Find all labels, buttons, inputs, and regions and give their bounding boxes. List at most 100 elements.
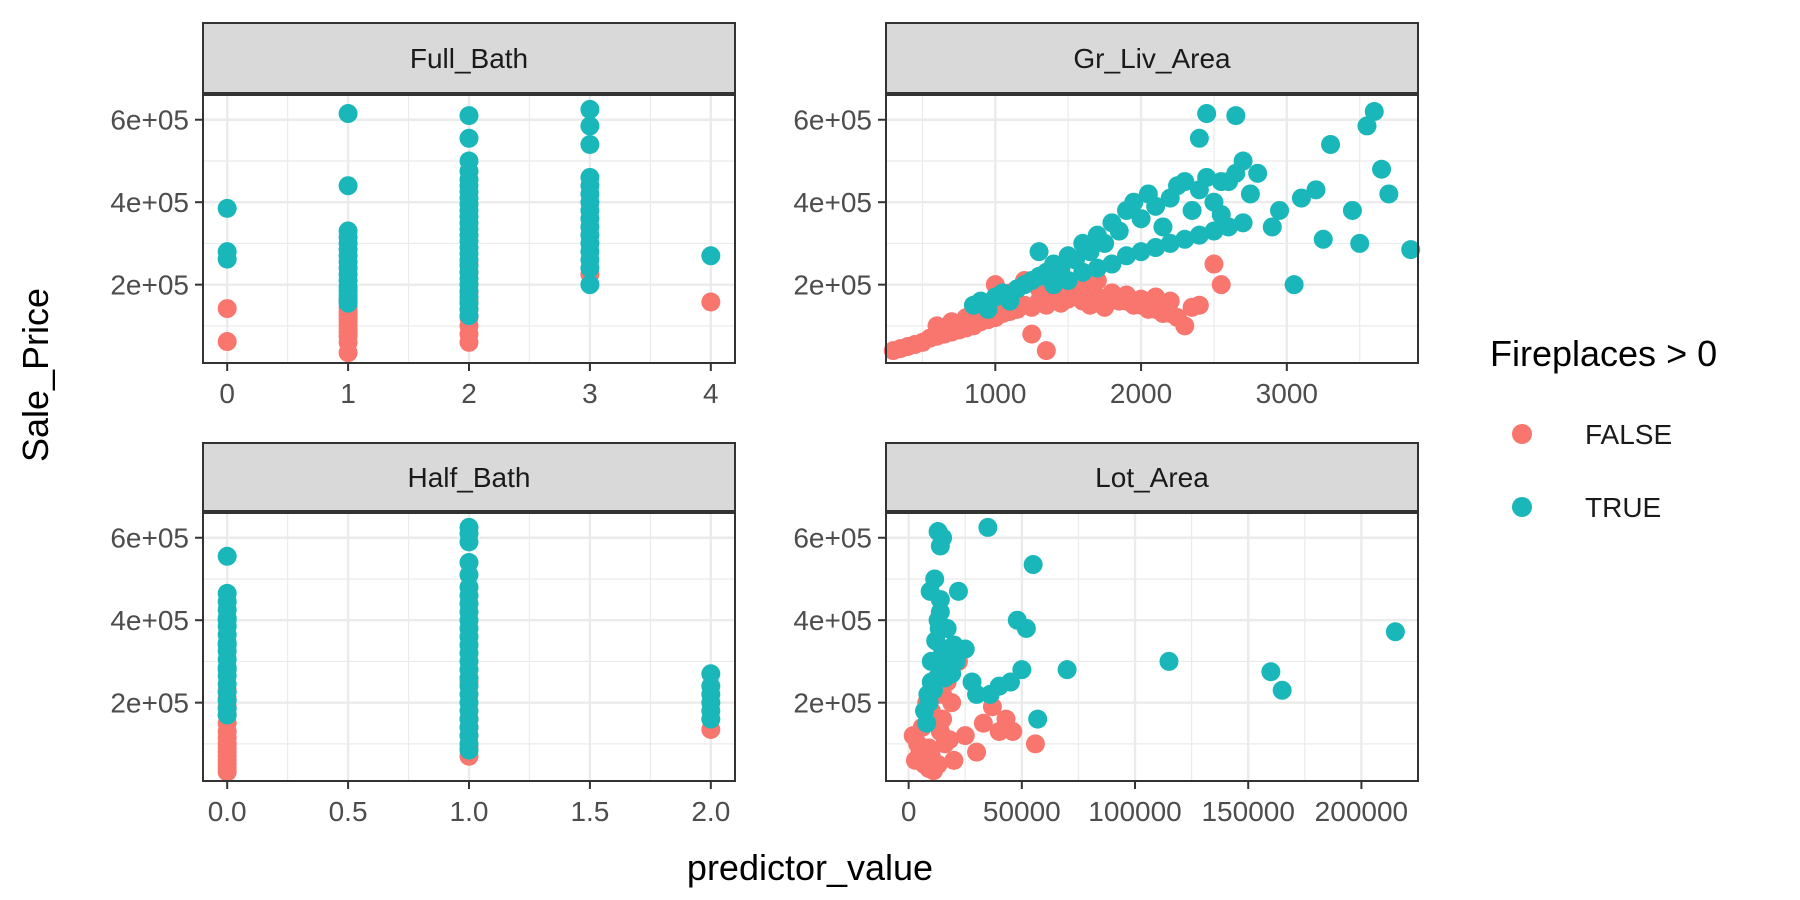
data-point-false	[1146, 299, 1166, 319]
data-point-true	[1159, 651, 1179, 671]
data-point-false	[1022, 324, 1042, 344]
data-point-true	[967, 684, 987, 704]
data-point-true	[701, 246, 721, 266]
legend-label-true: TRUE	[1585, 492, 1661, 523]
data-point-true	[1044, 275, 1064, 295]
x-tick-label: 150000	[1201, 796, 1294, 827]
data-point-true	[1012, 660, 1032, 680]
data-point-true	[1023, 555, 1043, 575]
data-point-false	[701, 292, 721, 312]
data-point-true	[1248, 163, 1268, 183]
data-point-true	[1189, 225, 1209, 245]
data-point-true	[1226, 106, 1246, 126]
data-point-true	[1204, 221, 1224, 241]
y-tick-label: 4e+05	[110, 187, 189, 218]
data-point-true	[338, 104, 358, 124]
data-point-false	[927, 316, 947, 336]
data-point-false	[1116, 291, 1136, 311]
data-point-false	[1204, 254, 1224, 274]
data-point-true	[1080, 242, 1100, 262]
data-point-true	[1028, 709, 1048, 729]
data-point-true	[930, 536, 950, 556]
data-point-true	[1357, 116, 1377, 136]
data-point-false	[955, 726, 975, 746]
data-point-true	[217, 198, 237, 218]
facet-strip	[885, 22, 1419, 94]
data-point-false	[973, 713, 993, 733]
data-point-true	[929, 618, 949, 638]
x-tick-label: 0	[219, 378, 235, 409]
data-point-true	[978, 517, 998, 537]
legend-title: Fireplaces > 0	[1490, 333, 1717, 374]
data-point-true	[1233, 151, 1253, 171]
data-point-false	[1211, 275, 1231, 295]
data-point-false	[217, 299, 237, 319]
facet-panel: Gr_Liv_Area 2e+05 4e+05 6e+05 1000 2000 3000	[793, 22, 1421, 409]
data-point-true	[1001, 672, 1021, 692]
data-point-true	[1124, 192, 1144, 212]
data-point-true	[580, 275, 600, 295]
data-point-true	[1284, 275, 1304, 295]
facet-panel: Lot_Area 2e+05 4e+05 6e+05 0 50000 100000 15000…	[793, 442, 1419, 827]
data-point-true	[1372, 159, 1392, 179]
data-point-true	[1197, 104, 1217, 124]
data-point-true	[1057, 660, 1077, 680]
data-point-true	[1385, 622, 1405, 642]
x-tick-label: 0.0	[208, 796, 247, 827]
data-point-true	[1109, 221, 1129, 241]
data-point-true	[1379, 184, 1399, 204]
legend-key-false	[1512, 424, 1532, 444]
legend: Fireplaces > 0 FALSE TRUE	[1490, 333, 1717, 523]
facet-strip-label: Full_Bath	[410, 43, 528, 74]
data-point-true	[1095, 233, 1115, 253]
data-point-true	[1219, 217, 1239, 237]
data-point-true	[1306, 180, 1326, 200]
x-tick-label: 1000	[964, 378, 1026, 409]
data-point-true	[1313, 229, 1333, 249]
data-point-true	[580, 134, 600, 154]
x-tick-label: 2000	[1110, 378, 1172, 409]
data-points	[883, 101, 1421, 361]
data-point-true	[217, 705, 237, 725]
data-point-true	[459, 128, 479, 148]
y-tick-label: 6e+05	[110, 105, 189, 136]
data-point-false	[1175, 316, 1195, 336]
data-point-true	[580, 258, 600, 278]
data-points	[217, 99, 721, 363]
facet-strip-label: Gr_Liv_Area	[1073, 43, 1231, 74]
data-point-true	[1146, 238, 1166, 258]
data-points	[903, 517, 1405, 781]
data-point-true	[1240, 184, 1260, 204]
data-point-true	[1016, 618, 1036, 638]
data-point-true	[1131, 209, 1151, 229]
data-point-true	[1146, 196, 1166, 216]
data-point-true	[580, 116, 600, 136]
data-point-false	[921, 746, 941, 766]
data-point-true	[1087, 258, 1107, 278]
y-tick-label: 4e+05	[110, 605, 189, 636]
x-tick-label: 0	[901, 796, 917, 827]
data-point-true	[1160, 233, 1180, 253]
data-point-true	[1029, 242, 1049, 262]
data-point-true	[1153, 217, 1173, 237]
x-tick-label: 50000	[983, 796, 1061, 827]
data-point-true	[701, 709, 721, 729]
data-point-true	[459, 740, 479, 760]
panels-layer: Full_Bath 2e+05 4e+05 6e+05 0 1 2 3 4 Gr_Liv_Area…	[110, 22, 1421, 827]
data-point-true	[1291, 188, 1311, 208]
data-point-true	[1189, 128, 1209, 148]
data-point-true	[1073, 262, 1093, 282]
facet-strip-label: Lot_Area	[1095, 462, 1209, 493]
x-tick-label: 1	[340, 378, 356, 409]
data-point-false	[939, 730, 959, 750]
data-point-true	[1131, 242, 1151, 262]
y-tick-label: 2e+05	[793, 270, 872, 301]
data-point-true	[217, 610, 237, 630]
data-point-false	[942, 312, 962, 332]
facet-strip	[202, 442, 736, 512]
facet-panel: Full_Bath 2e+05 4e+05 6e+05 0 1 2 3 4	[110, 22, 736, 409]
y-tick-label: 6e+05	[793, 105, 872, 136]
data-point-true	[1321, 134, 1341, 154]
x-tick-label: 2	[461, 378, 477, 409]
data-point-true	[1270, 200, 1290, 220]
